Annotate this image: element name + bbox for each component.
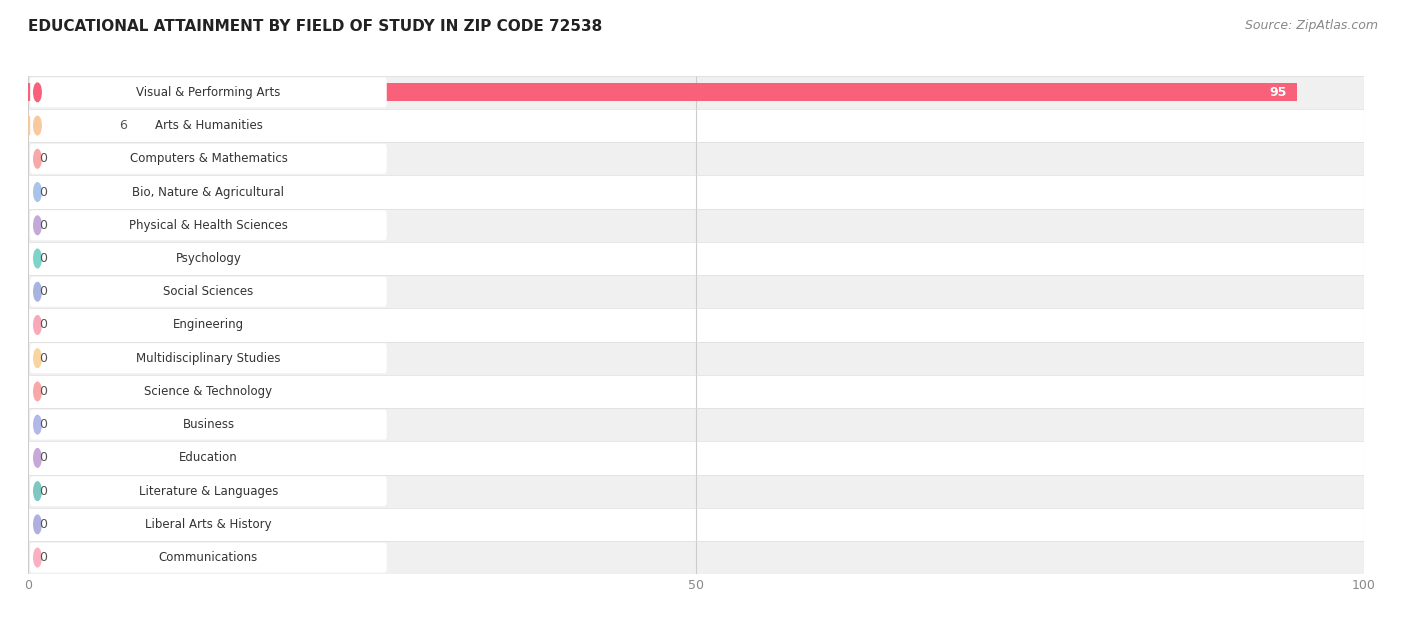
Circle shape bbox=[34, 415, 41, 434]
Text: Arts & Humanities: Arts & Humanities bbox=[155, 119, 263, 132]
Text: EDUCATIONAL ATTAINMENT BY FIELD OF STUDY IN ZIP CODE 72538: EDUCATIONAL ATTAINMENT BY FIELD OF STUDY… bbox=[28, 19, 602, 34]
FancyBboxPatch shape bbox=[30, 410, 387, 440]
Text: Communications: Communications bbox=[159, 551, 259, 564]
Text: Multidisciplinary Studies: Multidisciplinary Studies bbox=[136, 351, 281, 365]
Text: Psychology: Psychology bbox=[176, 252, 242, 265]
FancyBboxPatch shape bbox=[30, 377, 387, 406]
FancyBboxPatch shape bbox=[30, 277, 387, 307]
Circle shape bbox=[34, 216, 41, 235]
Text: Social Sciences: Social Sciences bbox=[163, 285, 253, 298]
Circle shape bbox=[34, 349, 41, 367]
Text: 0: 0 bbox=[39, 219, 46, 232]
Circle shape bbox=[34, 150, 41, 168]
Text: Bio, Nature & Agricultural: Bio, Nature & Agricultural bbox=[132, 186, 284, 199]
FancyBboxPatch shape bbox=[30, 443, 387, 473]
Bar bbox=[28, 117, 108, 134]
Text: 0: 0 bbox=[39, 319, 46, 331]
FancyBboxPatch shape bbox=[30, 509, 387, 540]
Circle shape bbox=[34, 515, 41, 534]
Text: 0: 0 bbox=[39, 551, 46, 564]
Circle shape bbox=[34, 116, 41, 135]
Text: 0: 0 bbox=[39, 186, 46, 199]
Text: 0: 0 bbox=[39, 351, 46, 365]
Text: 0: 0 bbox=[39, 385, 46, 398]
Bar bbox=[28, 109, 1364, 142]
Text: 6: 6 bbox=[120, 119, 127, 132]
Bar bbox=[28, 209, 1364, 242]
Text: Literature & Languages: Literature & Languages bbox=[139, 485, 278, 498]
FancyBboxPatch shape bbox=[30, 210, 387, 240]
Bar bbox=[28, 541, 1364, 574]
Text: Education: Education bbox=[179, 451, 238, 464]
Bar bbox=[28, 475, 1364, 508]
FancyBboxPatch shape bbox=[30, 543, 387, 572]
Text: 0: 0 bbox=[39, 152, 46, 165]
Circle shape bbox=[34, 382, 41, 401]
Text: 0: 0 bbox=[39, 485, 46, 498]
FancyBboxPatch shape bbox=[30, 110, 387, 141]
FancyBboxPatch shape bbox=[30, 177, 387, 207]
FancyBboxPatch shape bbox=[30, 310, 387, 340]
Bar bbox=[28, 309, 1364, 341]
Circle shape bbox=[34, 249, 41, 268]
Bar bbox=[28, 175, 1364, 209]
Bar bbox=[28, 375, 1364, 408]
Text: Computers & Mathematics: Computers & Mathematics bbox=[129, 152, 287, 165]
Text: 0: 0 bbox=[39, 518, 46, 531]
Bar bbox=[28, 275, 1364, 309]
Text: 0: 0 bbox=[39, 285, 46, 298]
FancyBboxPatch shape bbox=[30, 78, 387, 107]
Bar bbox=[28, 441, 1364, 475]
Bar bbox=[28, 76, 1364, 109]
Circle shape bbox=[34, 548, 41, 567]
Bar bbox=[28, 508, 1364, 541]
Bar bbox=[28, 83, 1298, 102]
Circle shape bbox=[34, 83, 41, 102]
Text: Science & Technology: Science & Technology bbox=[145, 385, 273, 398]
Circle shape bbox=[34, 449, 41, 467]
Bar bbox=[28, 242, 1364, 275]
Text: Source: ZipAtlas.com: Source: ZipAtlas.com bbox=[1244, 19, 1378, 32]
Text: Engineering: Engineering bbox=[173, 319, 245, 331]
Text: Liberal Arts & History: Liberal Arts & History bbox=[145, 518, 271, 531]
Bar bbox=[28, 408, 1364, 441]
Circle shape bbox=[34, 283, 41, 301]
Circle shape bbox=[34, 183, 41, 201]
Circle shape bbox=[34, 482, 41, 500]
Bar bbox=[28, 142, 1364, 175]
Text: Visual & Performing Arts: Visual & Performing Arts bbox=[136, 86, 281, 99]
Bar bbox=[28, 341, 1364, 375]
Text: Business: Business bbox=[183, 418, 235, 431]
Text: 0: 0 bbox=[39, 451, 46, 464]
FancyBboxPatch shape bbox=[30, 144, 387, 174]
FancyBboxPatch shape bbox=[30, 244, 387, 273]
Text: 95: 95 bbox=[1270, 86, 1286, 99]
Text: Physical & Health Sciences: Physical & Health Sciences bbox=[129, 219, 288, 232]
FancyBboxPatch shape bbox=[30, 343, 387, 373]
Circle shape bbox=[34, 316, 41, 334]
Text: 0: 0 bbox=[39, 418, 46, 431]
FancyBboxPatch shape bbox=[30, 476, 387, 506]
Text: 0: 0 bbox=[39, 252, 46, 265]
